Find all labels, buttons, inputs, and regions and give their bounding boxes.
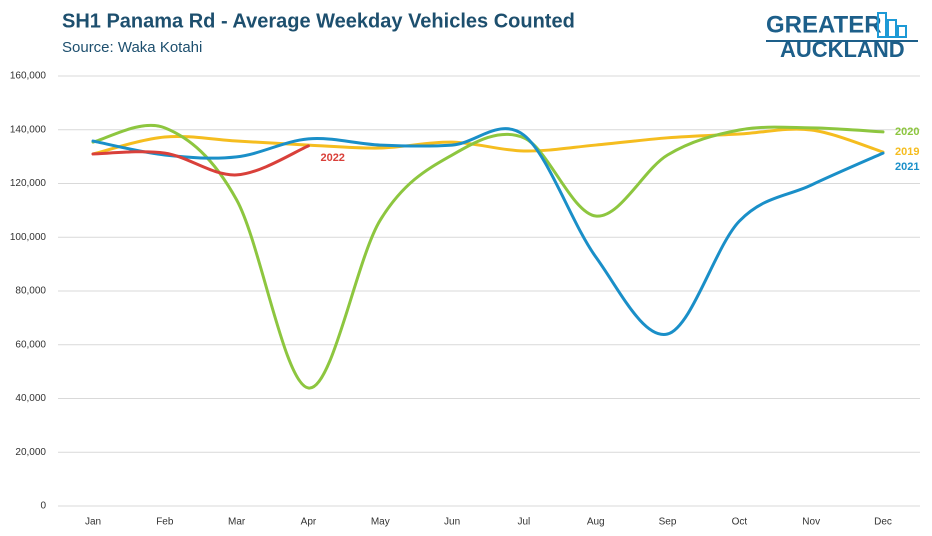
logo-text: AUCKLAND (780, 37, 905, 62)
y-tick-label: 0 (40, 501, 46, 512)
x-tick-label: Aug (587, 517, 605, 528)
y-tick-label: 40,000 (15, 393, 46, 404)
logo-icon (897, 25, 907, 38)
x-tick-label: Jan (85, 517, 101, 528)
series-label: 2021 (895, 161, 919, 173)
x-tick-label: Jul (518, 517, 531, 528)
series-label: 2020 (895, 126, 919, 138)
line (91, 144, 310, 177)
x-tick-label: Oct (732, 517, 748, 528)
chart-subtitle: Source: Waka Kotahi (62, 39, 202, 56)
logo-icon (887, 19, 897, 38)
logo: GREATER AUCKLAND (766, 11, 918, 62)
series-label: 2019 (895, 146, 919, 158)
chart-title: SH1 Panama Rd - Average Weekday Vehicles… (62, 10, 575, 32)
x-tick-label: Nov (802, 517, 820, 528)
y-tick-label: 160,000 (10, 71, 47, 82)
series-label: 2022 (320, 152, 344, 164)
x-tick-label: Sep (659, 517, 677, 528)
line (91, 124, 885, 390)
y-tick-label: 120,000 (10, 178, 47, 189)
y-tick-label: 80,000 (15, 286, 46, 297)
logo-icon (877, 12, 887, 38)
x-tick-label: May (371, 517, 390, 528)
logo-text: GREATER (766, 11, 882, 38)
x-tick-label: Dec (874, 517, 892, 528)
line (91, 127, 885, 156)
x-tick-label: Jun (444, 517, 460, 528)
line (91, 127, 885, 336)
y-tick-label: 60,000 (15, 339, 46, 350)
y-tick-label: 140,000 (10, 124, 47, 135)
x-tick-label: Mar (228, 517, 246, 528)
x-tick-label: Apr (301, 517, 317, 528)
y-tick-label: 20,000 (15, 447, 46, 458)
y-tick-label: 100,000 (10, 232, 47, 243)
x-tick-label: Feb (156, 517, 174, 528)
